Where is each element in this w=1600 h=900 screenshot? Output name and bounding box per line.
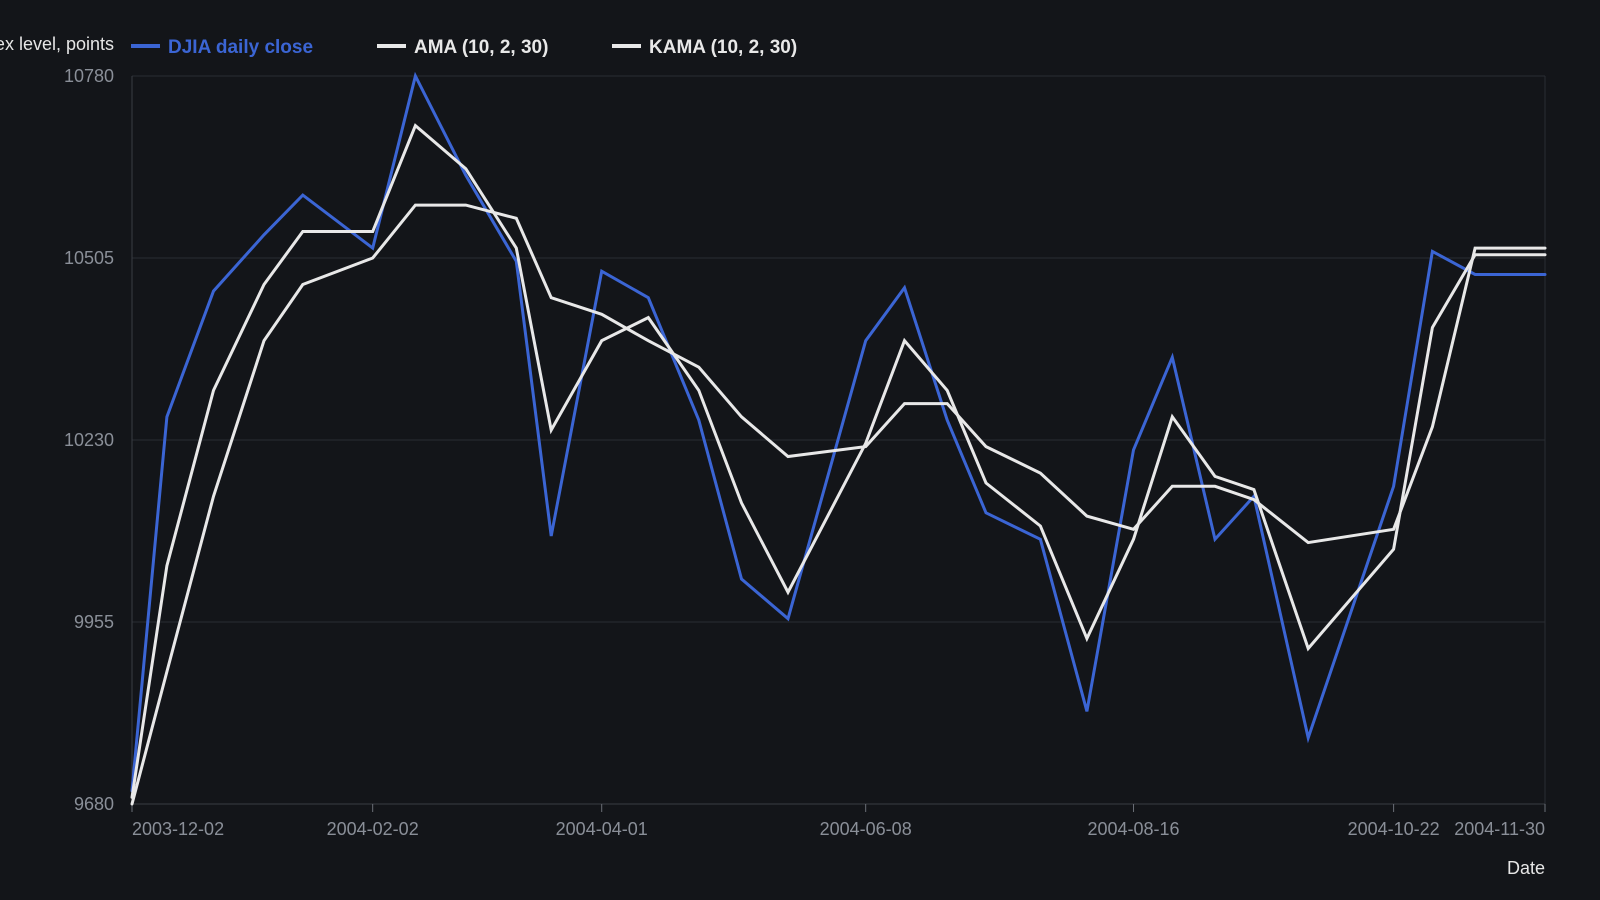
x-tick-label: 2003-12-02: [132, 819, 224, 839]
series-lines: [130, 71, 1547, 806]
gridlines: [132, 75, 1545, 623]
y-axis-ticks: 9680 9955 10230 10505 10780: [64, 66, 114, 814]
series-line-1: [130, 123, 1547, 799]
legend[interactable]: DJIA daily close AMA (10, 2, 30) KAMA (10,…: [131, 37, 797, 58]
y-tick-label: 10505: [64, 248, 114, 268]
legend-item-0[interactable]: DJIA daily close: [131, 37, 313, 58]
y-tick-label: 9955: [74, 612, 114, 632]
legend-item-2[interactable]: KAMA (10, 2, 30): [612, 37, 797, 58]
x-tick-label: 2004-10-22: [1348, 819, 1440, 839]
y-tick-label: 10230: [64, 430, 114, 450]
y-axis-title: Index level, points: [0, 34, 114, 54]
x-axis-ticks: 2003-12-02 2004-02-02 2004-04-01 2004-06-08…: [131, 804, 1546, 839]
series-line-2: [130, 203, 1547, 806]
axes: [131, 76, 1546, 805]
legend-label: KAMA (10, 2, 30): [649, 37, 797, 58]
x-tick-label: 2004-06-08: [820, 819, 912, 839]
legend-label: DJIA daily close: [168, 37, 313, 58]
y-tick-label: 10780: [64, 66, 114, 86]
legend-label: AMA (10, 2, 30): [414, 37, 548, 58]
x-tick-label: 2004-04-01: [556, 819, 648, 839]
y-tick-label: 9680: [74, 794, 114, 814]
x-tick-label: 2004-11-30: [1454, 819, 1545, 839]
x-tick-label: 2004-08-16: [1087, 819, 1179, 839]
x-tick-label: 2004-02-02: [327, 819, 419, 839]
x-axis-title: Date: [1507, 858, 1545, 878]
series-line-0: [130, 71, 1547, 793]
legend-item-1[interactable]: AMA (10, 2, 30): [377, 37, 548, 58]
